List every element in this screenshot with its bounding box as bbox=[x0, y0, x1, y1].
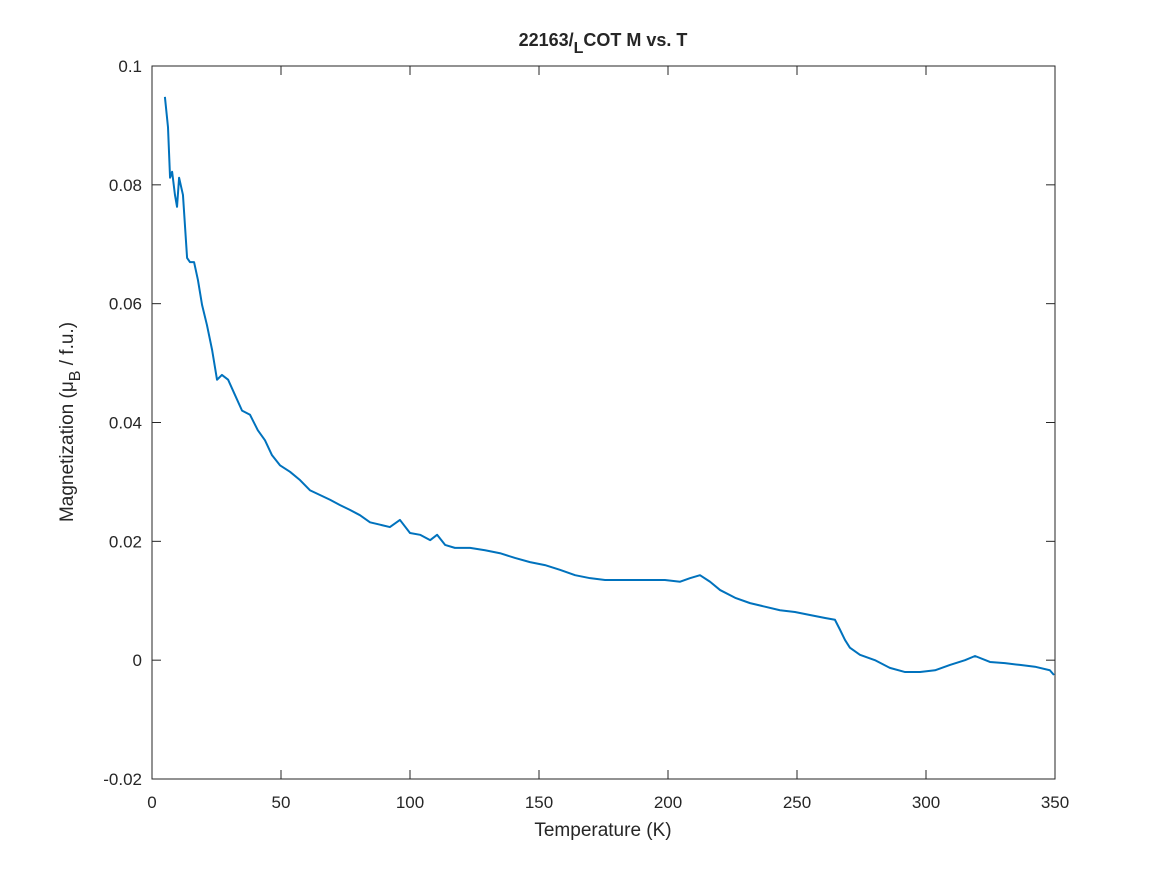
x-tick-label: 350 bbox=[1041, 793, 1069, 812]
y-tick-label: 0.04 bbox=[109, 414, 142, 433]
x-tick-label: 100 bbox=[396, 793, 424, 812]
y-tick-label: -0.02 bbox=[103, 770, 142, 789]
y-tick-label: 0.1 bbox=[118, 57, 142, 76]
y-label-subscript: B bbox=[67, 371, 84, 382]
y-label-part: / f.u.) bbox=[57, 322, 78, 371]
y-tick-label: 0.06 bbox=[109, 295, 142, 314]
x-tick-label: 250 bbox=[783, 793, 811, 812]
title-part: COT M vs. T bbox=[583, 30, 687, 50]
x-tick-label: 50 bbox=[272, 793, 291, 812]
x-tick-label: 0 bbox=[147, 793, 156, 812]
y-tick-label: 0.02 bbox=[109, 532, 142, 551]
y-axis-label: Magnetization (μB / f.u.) bbox=[57, 322, 84, 522]
y-tick-label: 0.08 bbox=[109, 176, 142, 195]
title-part: 22163/ bbox=[519, 30, 574, 50]
x-tick-label: 200 bbox=[654, 793, 682, 812]
x-axis-label: Temperature (K) bbox=[534, 820, 671, 841]
x-tick-label: 150 bbox=[525, 793, 553, 812]
title-subscript: L bbox=[574, 40, 584, 57]
data-line bbox=[163, 96, 1055, 676]
chart-title: 22163/LCOT M vs. T bbox=[519, 30, 688, 57]
y-label-part: Magnetization (μ bbox=[57, 381, 78, 522]
x-tick-label: 300 bbox=[912, 793, 940, 812]
y-tick-label: 0 bbox=[133, 651, 142, 670]
